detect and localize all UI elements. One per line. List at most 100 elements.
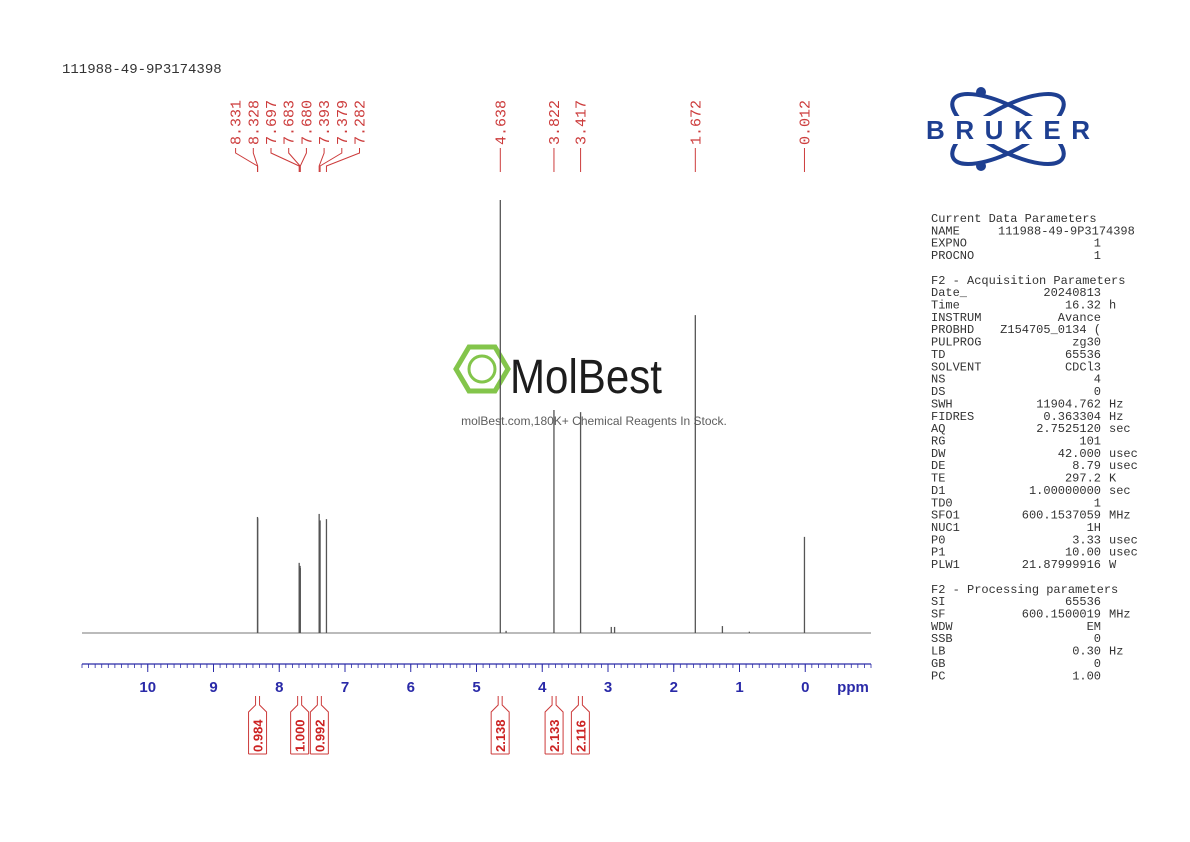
param-value: 600.1537059 bbox=[1022, 509, 1101, 523]
param-unit: usec bbox=[1109, 533, 1138, 547]
bruker-logo: BRUKER bbox=[925, 87, 1091, 171]
integral-label: 2.116 bbox=[573, 720, 588, 752]
param-name: DW bbox=[931, 447, 946, 461]
integral-label: 2.133 bbox=[547, 719, 562, 752]
peak-label: 8.331 bbox=[229, 100, 246, 145]
param-unit: usec bbox=[1109, 546, 1138, 560]
param-name: DS bbox=[931, 385, 945, 399]
param-unit: h bbox=[1109, 299, 1116, 313]
integral-label: 1.000 bbox=[293, 719, 308, 752]
integral-bracket bbox=[309, 696, 329, 755]
param-name: INSTRUM bbox=[931, 311, 981, 325]
logo-dot bbox=[976, 161, 986, 171]
param-value: 600.1500019 bbox=[1022, 608, 1101, 622]
param-value: 1 bbox=[1094, 496, 1101, 510]
param-name: RG bbox=[931, 434, 945, 448]
param-value: 1.00 bbox=[1072, 669, 1101, 683]
peak-connector bbox=[270, 148, 300, 172]
peak-label: 7.680 bbox=[299, 100, 316, 145]
watermark: MolBest molBest.com,180K+ Chemical Reage… bbox=[453, 344, 727, 428]
peak-connector bbox=[319, 148, 343, 172]
logo-band bbox=[925, 116, 1091, 144]
param-name: Date_ bbox=[931, 286, 968, 300]
param-value: 21.87999916 bbox=[1022, 558, 1101, 572]
param-name: NUC1 bbox=[931, 521, 960, 535]
param-unit: usec bbox=[1109, 459, 1138, 473]
param-unit: K bbox=[1109, 472, 1117, 486]
param-value: 1 bbox=[1094, 249, 1101, 263]
param-value: 4 bbox=[1094, 373, 1101, 387]
param-name: FIDRES bbox=[931, 410, 974, 424]
peak-label: 7.379 bbox=[335, 100, 352, 145]
peak-label: 3.417 bbox=[574, 100, 591, 145]
param-name: NS bbox=[931, 373, 945, 387]
param-value: 1 bbox=[1094, 237, 1101, 251]
watermark-brand: MolBest bbox=[510, 351, 662, 404]
peak-label: 7.393 bbox=[317, 100, 334, 145]
sample-title: 111988-49-9P3174398 bbox=[62, 62, 222, 78]
param-value: 0.363304 bbox=[1043, 410, 1101, 424]
param-section-title: F2 - Acquisition Parameters bbox=[931, 274, 1125, 288]
peak-connector bbox=[299, 148, 307, 172]
peak-label: 1.672 bbox=[688, 100, 705, 145]
peak-connector bbox=[252, 148, 259, 172]
param-value: 101 bbox=[1079, 434, 1101, 448]
peak-label: 0.012 bbox=[797, 100, 814, 145]
peak-label: 7.282 bbox=[353, 100, 370, 145]
logo-orbit bbox=[950, 92, 1066, 166]
param-unit: Hz bbox=[1109, 645, 1123, 659]
peak-label: 7.697 bbox=[264, 100, 281, 145]
param-value: 20240813 bbox=[1043, 286, 1101, 300]
x-tick-label: 9 bbox=[209, 679, 217, 696]
watermark-tagline: molBest.com,180K+ Chemical Reagents In S… bbox=[461, 414, 727, 428]
param-name: PULPROG bbox=[931, 336, 981, 350]
param-unit: sec bbox=[1109, 484, 1131, 498]
peak-label: 3.822 bbox=[547, 100, 564, 145]
param-unit: sec bbox=[1109, 422, 1131, 436]
param-value: Z154705_0134 ( bbox=[1000, 323, 1101, 337]
param-name: PROBHD bbox=[931, 323, 974, 337]
integral-bracket bbox=[544, 696, 564, 755]
param-unit: Hz bbox=[1109, 410, 1123, 424]
peak-connector bbox=[235, 148, 258, 172]
peak-label: 8.328 bbox=[246, 100, 263, 145]
param-name: Time bbox=[931, 299, 960, 313]
x-tick-label: 10 bbox=[139, 679, 156, 696]
param-value: CDCl3 bbox=[1065, 360, 1101, 374]
param-unit: MHz bbox=[1109, 608, 1131, 622]
param-name: TD0 bbox=[931, 496, 953, 510]
param-unit: MHz bbox=[1109, 509, 1131, 523]
param-name: SSB bbox=[931, 632, 953, 646]
x-tick-label: 3 bbox=[604, 679, 612, 696]
integral-bracket bbox=[570, 696, 590, 755]
param-value: zg30 bbox=[1072, 336, 1101, 350]
logo-dot bbox=[976, 87, 986, 97]
param-unit: W bbox=[1109, 558, 1117, 572]
param-section-title: Current Data Parameters bbox=[931, 212, 1097, 226]
param-name: SOLVENT bbox=[931, 360, 981, 374]
param-name: PC bbox=[931, 669, 945, 683]
param-value: 1.00000000 bbox=[1029, 484, 1101, 498]
param-name: TE bbox=[931, 472, 945, 486]
x-tick-label: 0 bbox=[801, 679, 809, 696]
param-name: LB bbox=[931, 645, 945, 659]
param-value: 0 bbox=[1094, 385, 1101, 399]
param-name: SWH bbox=[931, 397, 953, 411]
param-name: SFO1 bbox=[931, 509, 960, 523]
param-value: 297.2 bbox=[1065, 472, 1101, 486]
integral-label: 2.138 bbox=[493, 719, 508, 752]
logo-orbit bbox=[950, 92, 1066, 166]
x-tick-label: 5 bbox=[472, 679, 480, 696]
param-name: DE bbox=[931, 459, 945, 473]
x-tick-label: 7 bbox=[341, 679, 349, 696]
watermark-hexagon bbox=[453, 344, 511, 394]
peak-label: 4.638 bbox=[493, 100, 510, 145]
integral-bracket bbox=[248, 696, 268, 755]
watermark-ring bbox=[467, 354, 497, 384]
integral-bracket bbox=[490, 696, 510, 755]
param-value: 111988-49-9P3174398 bbox=[998, 224, 1135, 238]
param-value: EM bbox=[1087, 620, 1101, 634]
param-value: 65536 bbox=[1065, 595, 1101, 609]
param-value: 8.79 bbox=[1072, 459, 1101, 473]
param-value: 16.32 bbox=[1065, 299, 1101, 313]
